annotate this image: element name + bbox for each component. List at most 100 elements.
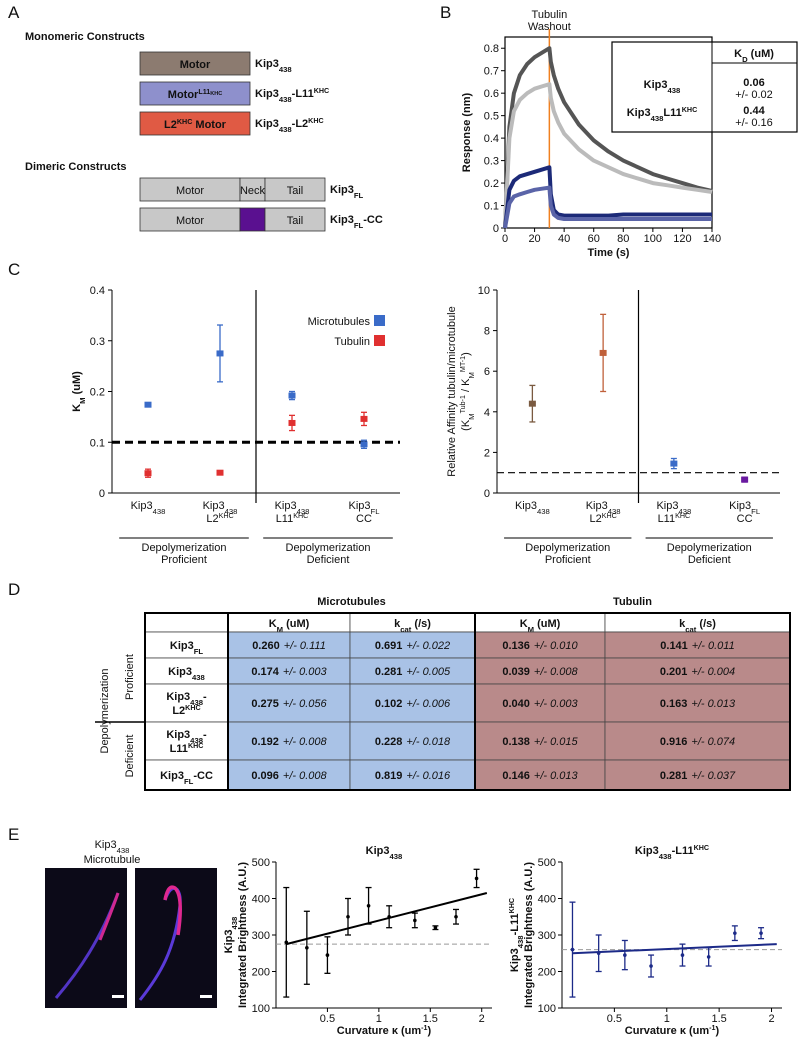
text-part: 438: [608, 507, 621, 516]
x-tick-label: Kip3438: [131, 500, 166, 516]
data-point: [387, 914, 391, 919]
text-part: 438: [516, 935, 525, 949]
side-title: Depolymerization: [99, 669, 111, 754]
text-part: -L11: [672, 845, 694, 857]
y-tick-label: 0: [493, 223, 499, 235]
plot-title: Kip3438-L11KHC: [635, 844, 709, 861]
text-part: -: [203, 691, 207, 703]
y-tick-label: 0.4: [484, 133, 499, 145]
data-cell: [604, 657, 791, 685]
table-group-title: Tubulin: [613, 596, 652, 608]
side-group-label: Proficient: [124, 654, 136, 700]
text-part: L11: [658, 513, 676, 525]
cell-value: 0.146: [502, 770, 530, 782]
text-part: 438: [668, 86, 682, 95]
text-part: KHC: [177, 118, 192, 126]
text-part: cat: [400, 625, 412, 634]
y-tick-label: 0.3: [484, 156, 499, 168]
inset-row-label: Kip3438L11KHC: [627, 106, 698, 123]
data-cell: [227, 631, 351, 659]
cell-error: +/- 0.074: [691, 736, 735, 748]
text-part: KHC: [293, 512, 308, 520]
kip3-image: [163, 885, 182, 936]
text-part: D: [742, 55, 748, 64]
construct-domain: [264, 177, 326, 202]
scale-bar: [200, 995, 212, 998]
text-part: 438: [297, 507, 310, 516]
fit-line: [572, 943, 777, 955]
data-cell: [474, 721, 606, 761]
x-axis-label: Time (s): [588, 247, 630, 259]
text-part: Kip3: [223, 929, 235, 953]
y-axis-label: Kip3438-L11KHC: [508, 898, 525, 972]
x-tick-label: 0.5: [320, 1013, 335, 1025]
text-part: Kip3: [509, 948, 521, 972]
text-part: L2: [164, 119, 177, 131]
text-part: 438: [279, 125, 293, 134]
data-point: [360, 441, 368, 448]
cell-text: 0.040 +/- 0.003: [502, 698, 578, 710]
data-point: [649, 964, 653, 968]
text-part: -L2: [292, 118, 309, 130]
row-label: Kip3438-: [166, 729, 207, 745]
cell-value: 0.040: [502, 698, 530, 710]
x-tick-label: Kip3FL: [348, 500, 380, 516]
data-point: [570, 947, 575, 952]
y-tick-label: 2: [484, 447, 490, 459]
text-part: -CC: [193, 770, 213, 782]
text-part: Integrated Brightness (A.U.): [523, 862, 535, 1008]
text-part: Kip3: [168, 666, 192, 678]
data-point: [325, 953, 330, 957]
micrograph: [45, 868, 127, 1008]
row-label: Kip3FL-CC: [160, 770, 213, 786]
text-part: (uM): [534, 618, 561, 630]
text-part: Kip3: [515, 500, 537, 512]
cell-error: +/- 0.004: [691, 666, 735, 678]
text-part: Kip3: [255, 88, 279, 100]
legend-label: Microtubules: [308, 316, 371, 328]
text-part: L11: [663, 107, 681, 119]
text-part: Kip3: [275, 500, 297, 512]
x-tick-label: 120: [673, 233, 691, 245]
text-part: 438: [225, 507, 238, 516]
x-tick-label: 40: [558, 233, 570, 245]
group-label: Depolymerization: [525, 542, 610, 554]
text-part: 438: [279, 95, 293, 104]
text-part: 438: [190, 736, 204, 745]
data-point: [680, 953, 685, 957]
cell-value: 0.136: [502, 640, 530, 652]
text-part: L11: [276, 513, 294, 525]
fit-line: [286, 892, 488, 946]
data-point: [216, 469, 224, 476]
data-point: [305, 945, 309, 950]
series-line: [503, 165, 712, 229]
y-tick-label: 0.6: [484, 88, 499, 100]
group-label: Depolymerization: [667, 542, 752, 554]
x-tick-label: 140: [703, 233, 721, 245]
text-part: L2: [589, 513, 601, 525]
cell-value: 0.096: [251, 770, 279, 782]
panel-letter: B: [440, 3, 451, 22]
text-part: K: [71, 404, 83, 412]
text-part: Kip3: [366, 845, 390, 857]
cell-value: 0.275: [251, 698, 279, 710]
domain-label: L2KHC Motor: [164, 118, 227, 131]
cell-text: 0.141 +/- 0.011: [660, 640, 734, 652]
text-part: Kip3: [160, 770, 184, 782]
cell-value: 0.260: [252, 640, 280, 652]
construct-domain: [139, 51, 251, 76]
cell-error: +/- 0.008: [283, 770, 328, 782]
cell-error: +/- 0.018: [406, 736, 451, 748]
text-part: Tub-1: [459, 395, 467, 413]
scale-bar: [112, 995, 124, 998]
y-tick-label: 300: [252, 930, 270, 942]
construct-domain: [264, 207, 326, 232]
inset-value: 0.44: [743, 105, 765, 117]
data-cell: [349, 657, 476, 685]
x-tick-label: Kip3438: [656, 500, 691, 516]
data-cell: [349, 631, 476, 659]
cell-text: 0.228 +/- 0.018: [375, 736, 451, 748]
text-part: Kip3: [330, 184, 354, 196]
text-part: KHC: [308, 117, 323, 125]
data-point: [288, 392, 296, 399]
